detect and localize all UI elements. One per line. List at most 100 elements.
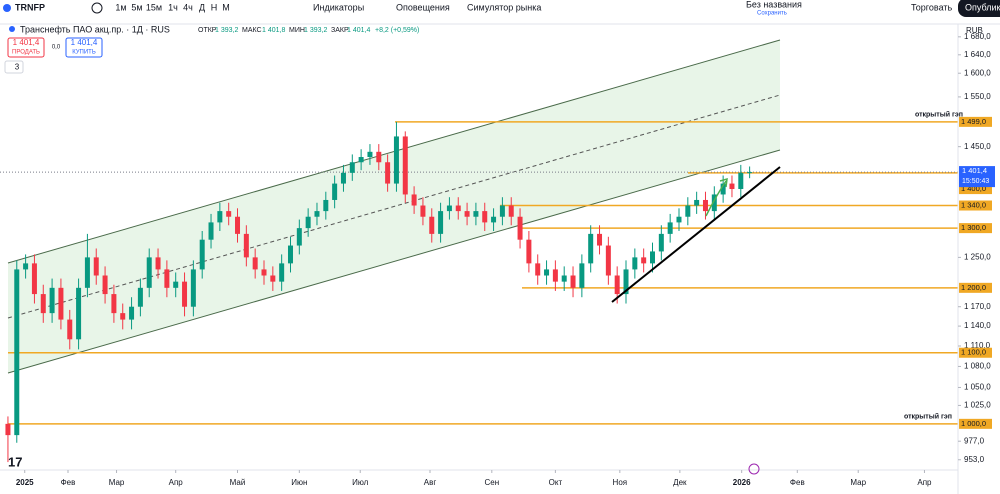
y-tick-label: 1 170,0 [964, 302, 991, 311]
candle-body [614, 275, 620, 295]
interval[interactable]: Н [211, 2, 218, 12]
x-tick-label: Мар [109, 478, 125, 487]
legend-low: 1 393,2 [304, 27, 327, 34]
publish-button[interactable] [958, 0, 1000, 17]
candle-body [499, 205, 505, 217]
trade[interactable]: Торговать [911, 2, 953, 12]
candle-body [314, 211, 320, 217]
level-label: 1 499,0 [961, 117, 986, 126]
interval[interactable]: М [222, 2, 230, 12]
level-label: 1 340,0 [961, 200, 986, 209]
candle-body [323, 199, 329, 212]
level-label: 1 000,0 [961, 419, 986, 428]
x-tick-label: Сен [484, 478, 499, 487]
layout-status: Сохранить [757, 11, 787, 17]
candle-body [208, 222, 214, 240]
interval[interactable]: 1ч [168, 2, 178, 12]
candle-body [84, 257, 90, 288]
collapsed-count[interactable]: 3 [15, 63, 20, 72]
candle-body [641, 257, 647, 264]
annotation: открытый гэп [904, 413, 952, 421]
x-tick-label: Окт [549, 478, 563, 487]
candle-body [296, 228, 302, 246]
legend-open: 1 393,2 [215, 27, 238, 34]
last-price: 1 401,4 [962, 166, 987, 175]
x-tick-label: Ноя [613, 478, 628, 487]
events-icon[interactable] [748, 463, 760, 475]
candle-body [605, 245, 611, 276]
x-tick-label: Фев [790, 478, 805, 487]
layout-name[interactable]: Без названия [746, 0, 802, 9]
interval[interactable]: 5м [131, 2, 142, 12]
candle-body [438, 211, 444, 234]
level-label-box [959, 200, 992, 211]
collapse-button[interactable] [4, 60, 24, 74]
interval[interactable]: Д [199, 2, 205, 12]
interval[interactable]: 1м [115, 2, 126, 12]
interval[interactable]: 4ч [183, 2, 193, 12]
sell-price[interactable]: 1 401,4 [13, 38, 40, 47]
candle-body [658, 233, 664, 252]
indicators[interactable]: Индикаторы [313, 2, 364, 12]
legend-high-label: МАКС [242, 27, 262, 34]
x-tick-label: 2025 [16, 478, 34, 487]
candle-body [367, 151, 373, 158]
candle-body [535, 263, 541, 276]
sell-button[interactable] [7, 37, 45, 58]
buy-label[interactable]: КУПИТЬ [72, 50, 96, 56]
legend-close-label: ЗАКР [331, 27, 349, 34]
publish[interactable]: Опубликовать [965, 2, 1000, 12]
legend-open-label: ОТКР [198, 27, 217, 34]
candle-body [702, 199, 708, 212]
legend-change: +8,2 (+0,59%) [375, 27, 419, 34]
x-tick-label: Апр [917, 478, 932, 487]
candle-body [561, 275, 567, 282]
interval[interactable]: 15м [146, 2, 162, 12]
legend-low-label: МИН [289, 27, 305, 34]
candle-body [305, 216, 311, 229]
candle-body [58, 287, 64, 320]
spread: 0,0 [52, 45, 61, 51]
candle-body [137, 287, 143, 307]
buy-button[interactable] [65, 37, 103, 58]
candle-body [526, 239, 532, 264]
level-label-box [959, 116, 992, 127]
candle-body [173, 281, 179, 288]
candle-body [358, 157, 364, 163]
channel-bottom [7, 149, 781, 374]
level-label: 1 400,0 [961, 184, 986, 193]
candle-body [217, 211, 223, 223]
candle-body [164, 269, 170, 288]
add-symbol[interactable] [91, 2, 103, 14]
candle-body [129, 306, 135, 320]
candle-body [146, 257, 152, 288]
candle-body [588, 233, 594, 264]
candle-body [182, 281, 188, 307]
buy-price[interactable]: 1 401,4 [71, 38, 98, 47]
y-tick-label: 1 110,0 [964, 341, 991, 350]
legend-icon [9, 26, 15, 32]
y-tick-label: 977,0 [964, 436, 985, 445]
candle-body [93, 257, 99, 276]
y-tick-label: 1 640,0 [964, 50, 991, 59]
channel-mid [7, 94, 781, 319]
symbol[interactable]: TRNFP [15, 2, 45, 12]
candle-body [5, 423, 11, 436]
candle-body [111, 294, 117, 314]
candle-body [376, 151, 382, 163]
candle-body [190, 269, 196, 307]
y-tick-label: 1 025,0 [964, 401, 991, 410]
replay[interactable]: Симулятор рынка [467, 2, 541, 12]
sell-label[interactable]: ПРОДАТЬ [12, 50, 40, 56]
level-label: 1 300,0 [961, 223, 986, 232]
candle-body [482, 211, 488, 223]
level-label-box [959, 347, 992, 358]
candle-body [385, 162, 391, 184]
candle-body [711, 194, 717, 212]
candle-body [676, 216, 682, 223]
y-tick-label: 1 450,0 [964, 142, 991, 151]
candle-body [491, 216, 497, 223]
candle-body [455, 205, 461, 212]
alerts[interactable]: Оповещения [396, 2, 450, 12]
